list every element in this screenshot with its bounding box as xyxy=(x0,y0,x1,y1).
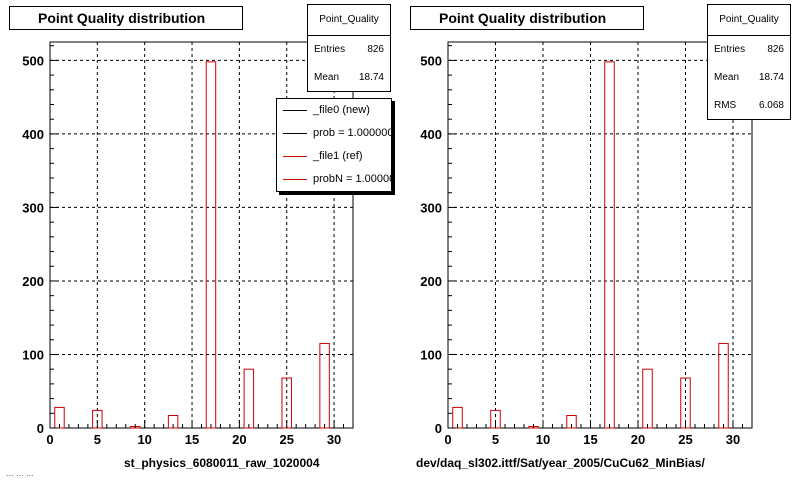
legend-line-prob xyxy=(283,133,307,134)
left-y-tick-label: 0 xyxy=(37,421,44,436)
left-y-tick-label: 500 xyxy=(22,53,44,68)
legend-label-probn: probN = 1.000000 xyxy=(313,173,391,185)
left-stats-entries-label: Entries xyxy=(314,44,346,55)
right-stats-rms-label: RMS xyxy=(714,100,737,111)
right-stats-entries-value: 826 xyxy=(767,44,784,55)
right-y-tick-label: 0 xyxy=(435,421,442,436)
legend-line-probn xyxy=(283,179,307,180)
left-x-tick-label: 0 xyxy=(46,432,53,447)
legend-entry-file0: _file0 (new) xyxy=(277,99,391,122)
right-y-tick-label: 400 xyxy=(420,127,442,142)
right-x-tick-label: 0 xyxy=(444,432,451,447)
left-stats-name: Point_Quality xyxy=(308,5,390,36)
right-y-tick-label: 500 xyxy=(420,53,442,68)
right-chart-title: Point Quality distribution xyxy=(410,6,644,30)
legend-entry-probn: probN = 1.000000 xyxy=(277,168,391,191)
legend-entry-file1: _file1 (ref) xyxy=(277,145,391,168)
left-y-tick-label: 100 xyxy=(22,347,44,362)
right-y-tick-label: 200 xyxy=(420,274,442,289)
left-x-tick-label: 20 xyxy=(232,432,246,447)
right-x-tick-label: 5 xyxy=(492,432,499,447)
legend-line-file1 xyxy=(283,156,307,157)
right-stats-box: Point_Quality Entries 826 Mean 18.74 RMS… xyxy=(707,4,791,120)
right-x-tick-label: 10 xyxy=(536,432,550,447)
left-stats-row-entries: Entries 826 xyxy=(308,36,390,64)
footer-text: ... ... ... xyxy=(6,468,34,478)
left-stats-row-mean: Mean 18.74 xyxy=(308,64,390,92)
left-stats-entries-value: 826 xyxy=(367,44,384,55)
right-y-tick-label: 100 xyxy=(420,347,442,362)
left-y-tick-label: 200 xyxy=(22,274,44,289)
right-y-tick-label: 300 xyxy=(420,200,442,215)
left-x-axis-label: st_physics_6080011_raw_1020004 xyxy=(124,456,320,470)
legend-entry-prob: prob = 1.000000 xyxy=(277,122,391,145)
left-x-tick-label: 15 xyxy=(185,432,199,447)
left-x-tick-label: 30 xyxy=(327,432,341,447)
left-x-tick-label: 5 xyxy=(94,432,101,447)
right-x-tick-label: 25 xyxy=(678,432,692,447)
legend-label-file1: _file1 (ref) xyxy=(313,150,363,162)
right-chart-title-text: Point Quality distribution xyxy=(439,10,607,26)
right-stats-row-entries: Entries 826 xyxy=(708,36,790,64)
right-stats-name: Point_Quality xyxy=(708,5,790,36)
right-x-tick-label: 30 xyxy=(726,432,740,447)
left-stats-mean-value: 18.74 xyxy=(358,72,384,83)
right-stats-rms-value: 6.068 xyxy=(758,100,784,111)
right-stats-mean-label: Mean xyxy=(714,72,740,83)
left-x-tick-label: 10 xyxy=(137,432,151,447)
right-stats-row-rms: RMS 6.068 xyxy=(708,92,790,120)
right-x-tick-label: 20 xyxy=(631,432,645,447)
right-stats-entries-label: Entries xyxy=(714,44,746,55)
left-stats-mean-label: Mean xyxy=(314,72,340,83)
left-y-tick-label: 400 xyxy=(22,127,44,142)
right-x-tick-label: 15 xyxy=(583,432,597,447)
legend-label-prob: prob = 1.000000 xyxy=(313,127,392,139)
legend-line-file0 xyxy=(283,110,307,111)
right-stats-mean-value: 18.74 xyxy=(758,72,784,83)
left-chart-title-text: Point Quality distribution xyxy=(38,10,206,26)
right-stats-row-mean: Mean 18.74 xyxy=(708,64,790,92)
legend-label-file0: _file0 (new) xyxy=(313,104,370,116)
left-x-tick-label: 25 xyxy=(279,432,293,447)
right-x-axis-label: dev/daq_sl302.ittf/Sat/year_2005/CuCu62_… xyxy=(416,456,705,470)
left-stats-box: Point_Quality Entries 826 Mean 18.74 xyxy=(307,4,391,92)
left-y-tick-label: 300 xyxy=(22,200,44,215)
right-plot-frame xyxy=(447,41,753,429)
left-chart-title: Point Quality distribution xyxy=(9,6,243,30)
left-legend: _file0 (new) prob = 1.000000 _file1 (ref… xyxy=(276,98,392,192)
